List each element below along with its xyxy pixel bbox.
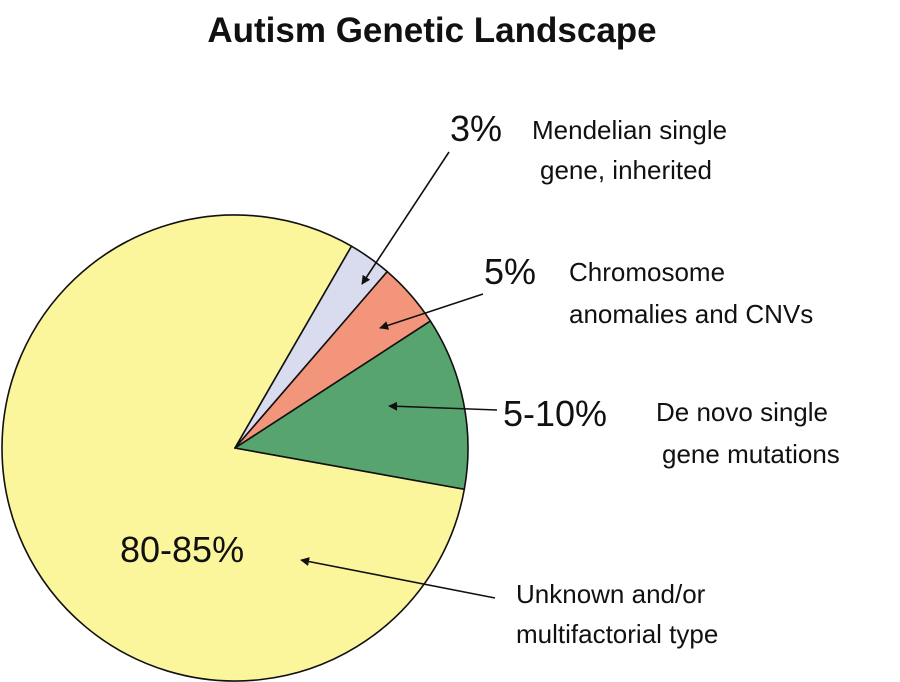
slice-de-novo-desc-line1: De novo single (656, 397, 828, 427)
slice-mendelian-arrow (361, 151, 450, 285)
slice-chromosome-percent: 5% (484, 251, 536, 292)
slice-de-novo-desc-line2: gene mutations (662, 439, 840, 469)
slice-chromosome-desc-line1: Chromosome (569, 257, 725, 287)
slice-mendelian-desc-line2: gene, inherited (540, 155, 712, 185)
slice-unknown-desc-line1: Unknown and/or (516, 579, 706, 609)
slice-chromosome-arrow (379, 293, 484, 330)
pie-slice-unknown (1, 214, 466, 682)
slice-chromosome-desc-line2: anomalies and CNVs (569, 299, 813, 329)
slice-de-novo: 5-10% De novo single gene mutations (388, 393, 840, 469)
chart-title: Autism Genetic Landscape (207, 11, 656, 50)
slice-unknown: 80-85% Unknown and/or multifactorial typ… (120, 529, 718, 649)
slice-de-novo-percent: 5-10% (503, 393, 607, 434)
slice-unknown-arrow (300, 557, 496, 599)
slice-mendelian-desc-line1: Mendelian single (532, 115, 727, 145)
slice-mendelian: 3% Mendelian single gene, inherited (361, 108, 727, 285)
slice-chromosome: 5% Chromosome anomalies and CNVs (379, 251, 813, 330)
slice-unknown-desc-line2: multifactorial type (516, 619, 718, 649)
pie-slice-de-novo (234, 320, 469, 491)
slice-de-novo-arrow (388, 401, 498, 411)
pie-slices (1, 214, 469, 682)
slice-unknown-percent: 80-85% (120, 529, 244, 570)
slice-mendelian-percent: 3% (450, 108, 502, 149)
